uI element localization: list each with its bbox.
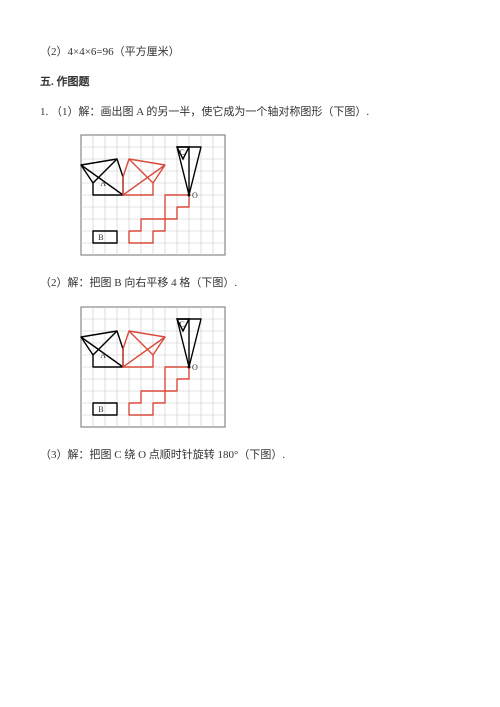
svg-text:A: A	[100, 351, 106, 360]
q1-part2-text: （2）解：把图 B 向右平移 4 格（下图）.	[40, 274, 460, 294]
q1-part1-text: 1. （1）解：画出图 A 的另一半，使它成为一个轴对称图形（下图）.	[40, 103, 460, 123]
figure-1: ABCO	[80, 134, 460, 256]
figure-2: ABCO	[80, 306, 460, 428]
svg-text:B: B	[98, 405, 103, 414]
svg-text:B: B	[98, 233, 103, 242]
line-equation: （2）4×4×6=96（平方厘米）	[40, 43, 460, 63]
svg-text:O: O	[192, 191, 198, 200]
svg-text:A: A	[100, 179, 106, 188]
svg-text:O: O	[192, 363, 198, 372]
section-5-title: 五. 作图题	[40, 73, 460, 93]
q1-part3-text: （3）解：把图 C 绕 O 点顺时针旋转 180°（下图）.	[40, 446, 460, 466]
